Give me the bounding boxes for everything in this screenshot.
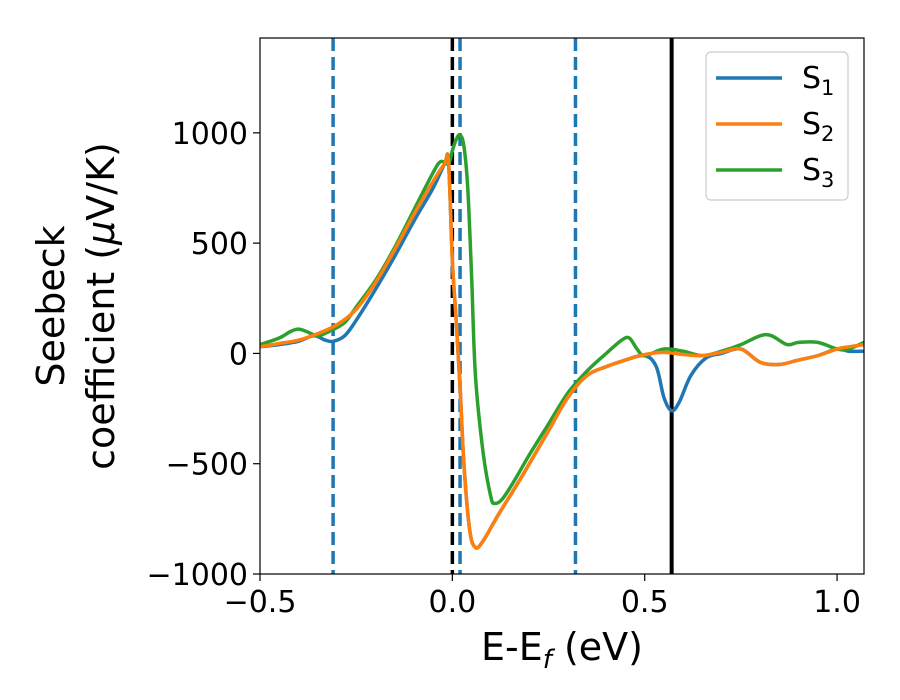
series-line-s2 — [260, 152, 864, 550]
y-axis: −1000 −500 0 500 1000 — [147, 117, 260, 593]
y-axis-label-line1: Seebeck — [29, 225, 73, 386]
legend-box — [705, 51, 849, 201]
x-axis-label-unit: (eV) — [552, 625, 643, 669]
legend-label-s2: S2 — [802, 107, 834, 146]
y-tick-label: 1000 — [172, 117, 248, 152]
y-tick-label: 0 — [229, 337, 248, 372]
y-tick-label: −500 — [166, 448, 248, 483]
x-tick-label: 0.5 — [621, 585, 669, 620]
x-axis-label-main: E-E — [481, 625, 543, 669]
legend-label-s3: S3 — [802, 153, 834, 192]
y-axis-label-line2-prefix: coefficient ( — [79, 245, 123, 470]
y-axis-label-mu: μ — [79, 221, 123, 246]
x-axis: −0.5 0.0 0.5 1.0 — [224, 574, 861, 620]
legend: S1 S2 S3 — [705, 51, 849, 201]
reference-lines — [331, 38, 674, 574]
x-axis-label: E-Ef (eV) — [481, 625, 643, 675]
x-tick-label: −0.5 — [224, 585, 297, 620]
y-tick-label: 500 — [191, 227, 248, 262]
y-tick-label: −1000 — [147, 558, 248, 593]
x-tick-label: 1.0 — [813, 585, 861, 620]
y-axis-label-line2: coefficient (μV/K) — [79, 142, 123, 470]
legend-label-s1: S1 — [802, 61, 834, 100]
x-tick-label: 0.0 — [428, 585, 476, 620]
series-lines — [260, 133, 864, 550]
y-axis-label-line2-suffix: V/K) — [79, 142, 123, 221]
plot-frame — [259, 37, 865, 575]
